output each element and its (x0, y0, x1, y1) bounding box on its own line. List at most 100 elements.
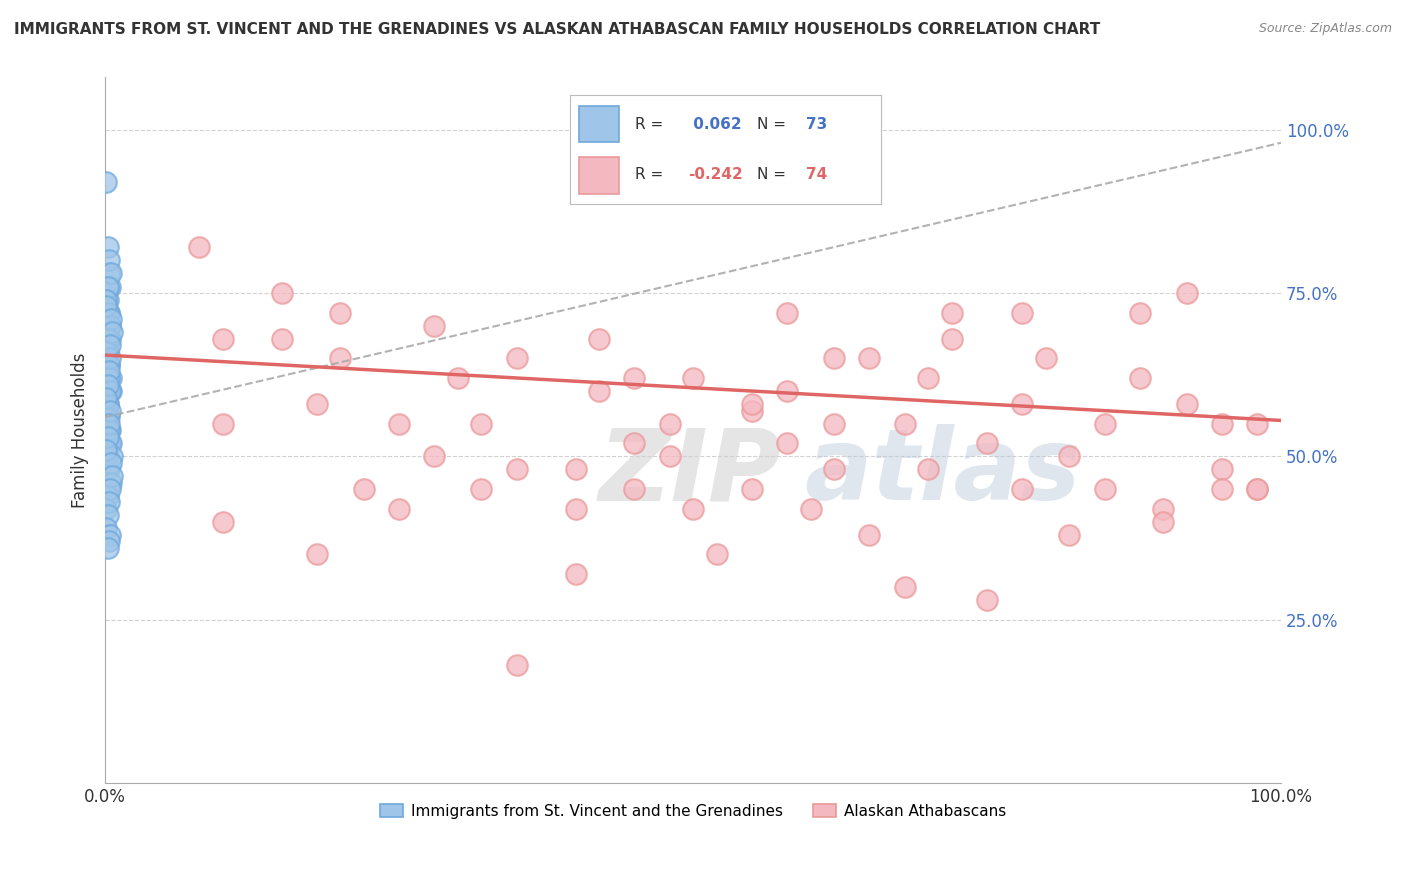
Point (97, 489, 120, 503)
Point (100, 436, 122, 450)
Point (564, 501, 586, 516)
Legend: Immigrants from St. Vincent and the Grenadines, Alaskan Athabascans: Immigrants from St. Vincent and the Gren… (374, 797, 1012, 825)
Point (329, 351, 352, 366)
Text: atlas: atlas (804, 424, 1081, 521)
Point (97, 541, 120, 555)
Point (97, 305, 120, 319)
Point (1246, 482, 1268, 496)
Point (564, 462, 586, 476)
Point (100, 384, 122, 398)
Point (98, 351, 121, 366)
Point (98, 318, 121, 333)
Point (1175, 397, 1198, 411)
Point (97, 495, 120, 509)
Point (658, 417, 681, 431)
Point (96, 293, 118, 307)
Point (1011, 305, 1033, 319)
Point (97, 344, 120, 359)
Point (353, 482, 375, 496)
Point (98, 436, 121, 450)
Point (98, 384, 121, 398)
Point (1211, 462, 1233, 476)
Point (823, 351, 845, 366)
Point (1175, 286, 1198, 301)
Point (97, 436, 120, 450)
Point (1011, 397, 1033, 411)
Point (423, 318, 446, 333)
Point (893, 417, 915, 431)
Point (423, 450, 446, 464)
Point (101, 450, 124, 464)
Point (97, 423, 120, 437)
Point (741, 397, 763, 411)
Point (101, 469, 124, 483)
Point (96, 391, 118, 405)
Point (97, 417, 120, 431)
Point (623, 436, 645, 450)
Point (98, 332, 121, 346)
Point (823, 462, 845, 476)
Point (97, 397, 120, 411)
Point (588, 384, 610, 398)
Point (776, 305, 799, 319)
Point (97, 410, 120, 425)
Point (858, 528, 880, 542)
Point (776, 436, 799, 450)
Point (100, 371, 122, 385)
Point (211, 515, 233, 529)
Point (100, 267, 122, 281)
Point (917, 462, 939, 476)
Point (682, 371, 704, 385)
Point (97, 267, 120, 281)
Point (97, 279, 120, 293)
Point (97, 450, 120, 464)
Point (97, 508, 120, 523)
Point (741, 403, 763, 417)
Point (506, 351, 529, 366)
Point (506, 658, 529, 673)
Y-axis label: Family Households: Family Households (72, 352, 89, 508)
Point (96, 175, 118, 189)
Point (188, 240, 211, 254)
Point (97, 430, 120, 444)
Point (588, 332, 610, 346)
Point (211, 417, 233, 431)
Point (270, 286, 292, 301)
Point (97, 377, 120, 392)
Point (329, 305, 352, 319)
Point (97, 279, 120, 293)
Point (658, 450, 681, 464)
Point (941, 332, 963, 346)
Point (1129, 371, 1152, 385)
Point (96, 442, 118, 457)
Point (97, 423, 120, 437)
Point (388, 501, 411, 516)
Point (917, 371, 939, 385)
Point (98, 482, 121, 496)
Point (96, 501, 118, 516)
Point (96, 450, 118, 464)
Point (97, 240, 120, 254)
Point (97, 332, 120, 346)
Point (97, 293, 120, 307)
Point (96, 344, 118, 359)
Point (96, 397, 118, 411)
Point (97, 253, 120, 268)
Point (97, 358, 120, 372)
Point (1211, 417, 1233, 431)
Point (506, 462, 529, 476)
Point (100, 456, 122, 470)
Point (98, 338, 121, 352)
Point (388, 417, 411, 431)
Text: ZIP: ZIP (599, 424, 782, 521)
Point (98, 403, 121, 417)
Point (776, 384, 799, 398)
Point (97, 384, 120, 398)
Point (270, 332, 292, 346)
Point (564, 566, 586, 581)
Point (1246, 417, 1268, 431)
Point (96, 462, 118, 476)
Point (1152, 501, 1174, 516)
Text: IMMIGRANTS FROM ST. VINCENT AND THE GRENADINES VS ALASKAN ATHABASCAN FAMILY HOUS: IMMIGRANTS FROM ST. VINCENT AND THE GREN… (14, 22, 1101, 37)
Point (211, 332, 233, 346)
